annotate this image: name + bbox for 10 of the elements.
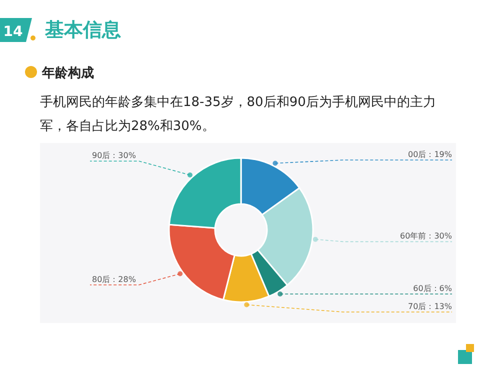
text: 14 bbox=[3, 24, 23, 40]
text: 手机网民的年龄多集中在18-35岁，80后和90后为手机网民中的主力军，各自占比为28%和30%。 bbox=[40, 94, 437, 136]
slice-label: 70后：13% bbox=[408, 302, 452, 311]
slice-label: 90后：30% bbox=[92, 151, 136, 160]
slice-label: 00后：19% bbox=[408, 150, 452, 159]
slice-label: 80后：28% bbox=[92, 274, 136, 284]
slice-label: 60年前：30% bbox=[400, 232, 452, 241]
chart-title: 基本信息 bbox=[44, 19, 121, 41]
chart-subtitle: 年龄构成 bbox=[41, 66, 94, 81]
slice-label: 60后：6% bbox=[413, 284, 452, 293]
